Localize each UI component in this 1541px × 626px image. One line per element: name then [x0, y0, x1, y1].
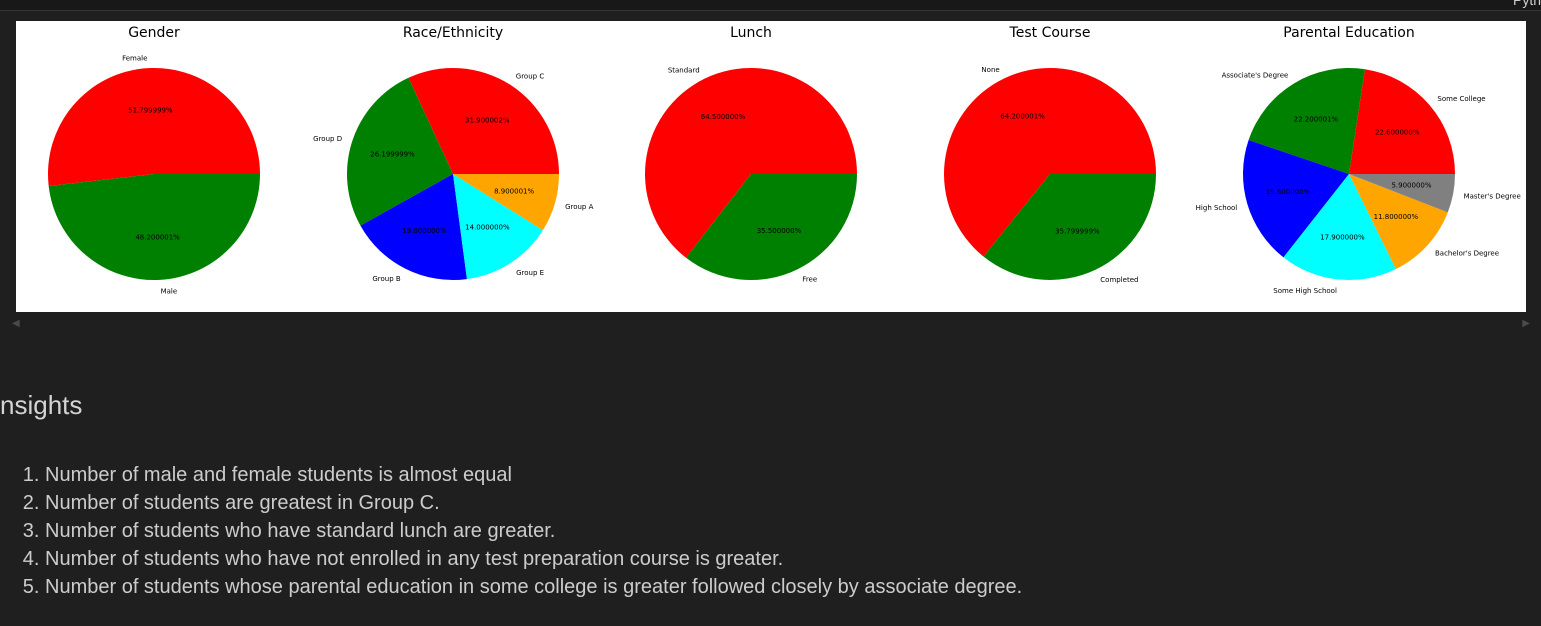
- slice-category-label: Associate's Degree: [1222, 71, 1289, 79]
- pie-slice: [453, 174, 559, 231]
- slice-percent-label: 64.200001%: [1000, 113, 1045, 121]
- slice-percent-label: 11.800000%: [1374, 213, 1419, 221]
- slice-category-label: Some High School: [1273, 287, 1337, 295]
- slice-category-label: Bachelor's Degree: [1435, 250, 1499, 258]
- pie-title: Parental Education: [1283, 25, 1414, 41]
- scroll-right-icon[interactable]: ▶: [1522, 318, 1530, 329]
- slice-percent-label: 64.500000%: [701, 113, 746, 121]
- slice-percent-label: 17.900000%: [1320, 233, 1365, 241]
- pie-slice: [1243, 139, 1349, 258]
- insights-heading: nsights: [0, 390, 83, 420]
- pie-title: Gender: [128, 25, 180, 41]
- pie-slice: [686, 174, 857, 280]
- pie-slice: [1283, 174, 1396, 281]
- slice-category-label: None: [981, 66, 999, 74]
- pie-slice: [1248, 68, 1365, 174]
- pie-slice: [48, 68, 260, 186]
- slice-percent-label: 19.000000%: [402, 227, 447, 235]
- pie-title: Lunch: [730, 25, 772, 41]
- slice-category-label: Group E: [516, 269, 544, 277]
- output-horizontal-scrollbar[interactable]: ◀ ▶: [10, 318, 1532, 334]
- slice-percent-label: 19.600000%: [1266, 188, 1311, 196]
- slice-category-label: Free: [802, 276, 817, 284]
- slice-percent-label: 14.000000%: [465, 223, 510, 231]
- pie-slice: [346, 77, 453, 226]
- list-item: Number of male and female students is al…: [45, 461, 1022, 489]
- slice-category-label: Master's Degree: [1464, 192, 1521, 200]
- slice-category-label: Group A: [565, 203, 594, 211]
- slice-category-label: Group C: [516, 73, 545, 81]
- slice-percent-label: 35.799999%: [1055, 227, 1100, 235]
- list-item: Number of students who have not enrolled…: [45, 545, 1022, 573]
- slice-category-label: Standard: [668, 66, 700, 74]
- pie-chart: Test Course 64.200001% None 35.799999% Compl…: [944, 25, 1156, 284]
- slice-percent-label: 51.799999%: [128, 107, 173, 115]
- slice-percent-label: 26.199999%: [370, 150, 415, 158]
- pie-slice: [453, 174, 543, 280]
- slice-category-label: Group B: [372, 275, 401, 283]
- top-toolbar: Pyth: [0, 0, 1541, 11]
- pie-title: Test Course: [1009, 25, 1091, 41]
- pie-chart: Lunch 64.500000% Standard 35.500000% Free: [645, 25, 857, 284]
- pie-chart: Parental Education 22.600000% Some College…: [1196, 25, 1521, 295]
- slice-category-label: Female: [122, 55, 147, 63]
- list-item: Number of students are greatest in Group…: [45, 489, 1022, 517]
- slice-category-label: Group D: [313, 135, 342, 143]
- pie-slice: [1349, 174, 1455, 213]
- pie-slice: [1349, 69, 1455, 174]
- list-item: Number of students whose parental educat…: [45, 573, 1022, 601]
- pie-slice: [408, 68, 559, 174]
- scroll-left-icon[interactable]: ◀: [12, 318, 20, 329]
- slice-percent-label: 22.200001%: [1294, 116, 1339, 124]
- pie-slice: [645, 67, 857, 258]
- pie-title: Race/Ethnicity: [403, 25, 503, 41]
- pie-chart: Gender 51.799999% Female 48.200001% Male: [48, 25, 260, 295]
- pie-slice: [944, 68, 1156, 257]
- pie-chart: Race/Ethnicity 31.900002% Group C 26.199999…: [313, 25, 593, 283]
- slice-category-label: High School: [1196, 204, 1238, 212]
- slice-percent-label: 5.900000%: [1391, 182, 1431, 190]
- slice-category-label: Male: [161, 287, 178, 295]
- pie-charts-figure: Gender 51.799999% Female 48.200001% Male Race…: [16, 21, 1526, 312]
- slice-percent-label: 8.900001%: [494, 188, 534, 196]
- slice-percent-label: 22.600000%: [1375, 129, 1420, 137]
- kernel-label: Pyth: [1512, 0, 1541, 8]
- slice-percent-label: 31.900002%: [465, 116, 510, 124]
- slice-category-label: Completed: [1100, 276, 1138, 284]
- slice-percent-label: 35.500000%: [757, 227, 802, 235]
- slice-category-label: Some College: [1437, 95, 1485, 103]
- slice-percent-label: 48.200001%: [135, 233, 180, 241]
- list-item: Number of students who have standard lun…: [45, 517, 1022, 545]
- pie-charts-svg: Gender 51.799999% Female 48.200001% Male Race…: [48, 25, 1521, 295]
- insights-list: Number of male and female students is al…: [0, 461, 1022, 601]
- pie-slice: [360, 174, 467, 280]
- pie-slice: [48, 174, 260, 280]
- pie-slice: [1349, 174, 1448, 270]
- pie-slice: [983, 174, 1156, 280]
